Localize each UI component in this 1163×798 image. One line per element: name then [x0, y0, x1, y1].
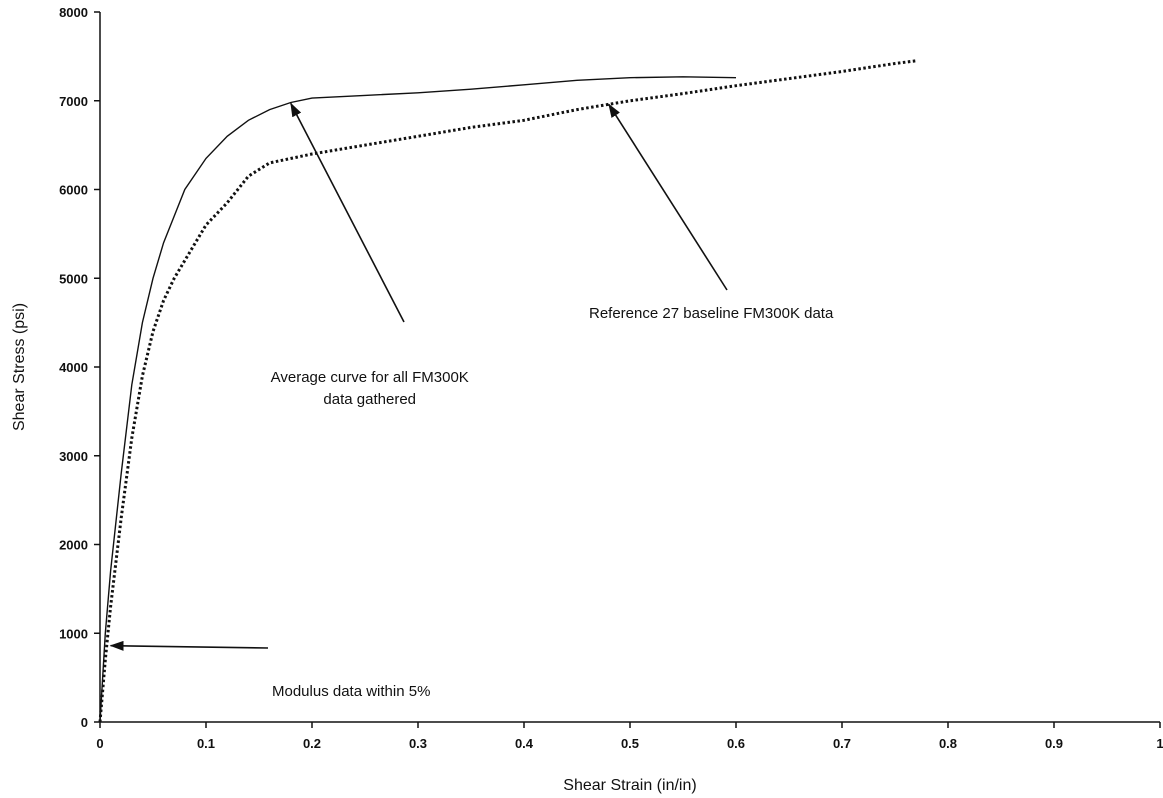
annotation: Modulus data within 5% — [109, 640, 430, 700]
annotation-text: Reference 27 baseline FM300K data — [589, 305, 834, 322]
annotation-line: Average curve for all FM300K — [271, 369, 469, 386]
reference-series-line — [98, 59, 917, 723]
x-tick-label: 0.2 — [303, 736, 321, 751]
x-tick-label: 0.4 — [515, 736, 534, 751]
average-series-line — [99, 76, 737, 723]
annotation-arrow — [109, 640, 269, 651]
x-tick-label: 0.6 — [727, 736, 745, 751]
y-tick-label: 7000 — [59, 94, 88, 109]
y-axis-label: Shear Stress (psi) — [11, 303, 28, 431]
annotation-text: Modulus data within 5% — [272, 683, 430, 700]
x-tick-label: 0.1 — [197, 736, 215, 751]
series-layer — [98, 59, 917, 723]
y-tick-label: 0 — [81, 715, 88, 730]
annotation-line: Modulus data within 5% — [272, 683, 430, 700]
annotation-text: Average curve for all FM300K data gathere… — [271, 369, 469, 408]
annotation: Reference 27 baseline FM300K data — [589, 103, 834, 322]
x-tick-label: 0.5 — [621, 736, 639, 751]
x-tick-label: 0.8 — [939, 736, 957, 751]
annotation-arrow — [290, 102, 405, 323]
x-axis-label: Shear Strain (in/in) — [563, 777, 696, 794]
axes — [99, 12, 1160, 723]
y-tick-label: 4000 — [59, 360, 88, 375]
annotation-line: Reference 27 baseline FM300K data — [589, 305, 834, 322]
y-tick-label: 5000 — [59, 271, 88, 286]
y-tick-label: 1000 — [59, 626, 88, 641]
y-tick-label: 6000 — [59, 183, 88, 198]
annotation: Average curve for all FM300K data gathere… — [271, 102, 469, 408]
x-ticks: 0 0.1 0.2 0.3 0.4 0.5 0.6 0.7 0.8 0.9 1 — [96, 722, 1163, 751]
x-tick-label: 0.7 — [833, 736, 851, 751]
annotation-line: data gathered — [323, 391, 416, 408]
x-tick-label: 0.3 — [409, 736, 427, 751]
x-tick-label: 0.9 — [1045, 736, 1063, 751]
annotation-arrow — [608, 103, 728, 291]
annotation-layer: Average curve for all FM300K data gathere… — [109, 102, 834, 700]
y-tick-label: 8000 — [59, 5, 88, 20]
x-tick-label: 1 — [1156, 736, 1163, 751]
y-tick-label: 2000 — [59, 538, 88, 553]
y-ticks: 0 1000 2000 3000 4000 5000 6000 7000 8000 — [59, 5, 100, 730]
x-tick-label: 0 — [96, 736, 103, 751]
y-tick-label: 3000 — [59, 449, 88, 464]
